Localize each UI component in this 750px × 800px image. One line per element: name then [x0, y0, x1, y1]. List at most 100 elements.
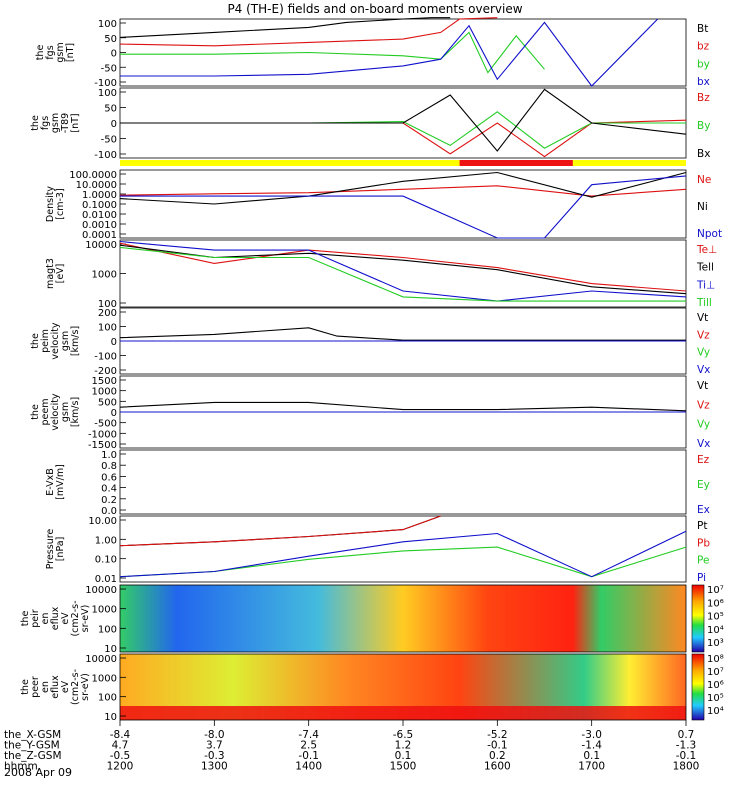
y-axis-label-line: sr-eV)	[80, 673, 91, 701]
legend-entry: Bz	[697, 92, 710, 104]
panel-peir_en_eflux: 10⁷ 10⁶ 10⁵ 10⁴ 10³ 10000 1000 100 10 the peir en ef…	[20, 584, 724, 655]
y-tick-label: 0.8	[101, 461, 117, 472]
status-bar	[120, 160, 686, 166]
legend-entry: Vx	[697, 364, 710, 376]
y-tick-label: 10	[104, 644, 117, 655]
footer-value: -1.4	[581, 740, 602, 752]
legend-entry: Vz	[697, 399, 710, 411]
y-tick-label: 1.00	[95, 535, 117, 546]
y-tick-label: 10	[104, 712, 117, 723]
footer-value: -0.1	[487, 740, 508, 752]
y-axis-label-line: peir	[30, 609, 41, 628]
footer-value: 1600	[484, 761, 511, 773]
y-axis-label-line: magt3	[45, 258, 56, 289]
legend-entry: Tell	[696, 262, 714, 274]
footer-value: -0.5	[110, 750, 131, 762]
series-line	[119, 401, 687, 412]
footer-value: -1.3	[676, 740, 697, 752]
legend-entry: by	[697, 58, 710, 70]
series-line	[119, 327, 686, 341]
footer-value: 2.5	[300, 740, 317, 752]
y-tick-label: -50	[101, 135, 117, 146]
colorbar-tick-label: 10⁶	[707, 680, 724, 691]
y-tick-label: -500	[94, 419, 117, 430]
y-axis-label: the peir en eflux eV (cm2-s-sr-eV)	[20, 600, 91, 636]
y-tick-label: 1000	[92, 605, 117, 616]
footer-value: -5.2	[487, 729, 508, 741]
y-tick-label: 0	[111, 408, 117, 419]
footer-value: -7.4	[298, 729, 319, 741]
series-line	[119, 17, 498, 47]
legend-entry: Till	[696, 297, 712, 309]
y-tick-label: 0.4	[101, 484, 117, 495]
legend-entry: Npot	[697, 228, 722, 240]
legend-entry: Pb	[697, 537, 710, 549]
y-axis-label-line: peem	[40, 399, 51, 426]
legend-entry: Ne	[697, 174, 711, 186]
footer-value: 0.7	[678, 729, 695, 741]
y-axis-label-line: fgs	[40, 116, 51, 130]
footer-value: 1.2	[395, 740, 412, 752]
colorbar-tick-label: 10⁷	[707, 667, 724, 678]
y-tick-label: 50	[104, 34, 117, 45]
y-tick-label: 100	[98, 323, 117, 334]
colorbar-tick-label: 10⁴	[707, 706, 724, 717]
y-tick-label: 1000	[92, 387, 117, 398]
y-tick-label: 0.0100	[82, 210, 117, 221]
y-axis-label-line: (cm2-s-	[70, 669, 81, 705]
footer-value: -0.3	[204, 750, 225, 762]
y-axis-label-line: the	[30, 333, 41, 349]
y-axis-label-line: the	[20, 611, 31, 627]
y-axis-label-line: en	[40, 681, 51, 693]
series-line	[120, 119, 687, 158]
y-axis-label-line: gsm	[55, 42, 66, 62]
y-tick-label: 50	[104, 104, 117, 115]
panel-fgs_gsm_t89: 100 50 0 -50 -100 the fgs gsm -T89 [nT] Bz By Bx	[30, 87, 710, 161]
y-axis-label-line: Pressure	[45, 529, 56, 570]
panel-frame	[119, 515, 687, 583]
panel-peim_velocity: 200 100 0 -100 -200 the peim velocity gsm [km/s] V…	[30, 307, 710, 377]
footer-value: 1300	[201, 761, 228, 773]
y-axis-label-line: eV	[60, 612, 71, 625]
footer-value: 1700	[578, 761, 605, 773]
y-axis-label: the fgs gsm [nT]	[35, 42, 76, 62]
colorbar-tick-label: 10⁸	[707, 654, 724, 665]
panel-fgs_gsm: 100 50 0 -50 -100 the fgs gsm [nT] Bt bz by bx	[35, 17, 710, 89]
legend-entry: Ni	[697, 201, 708, 213]
panel-frame	[119, 449, 687, 515]
footer-row-label: the_X-GSM	[4, 729, 61, 741]
colorbar	[691, 584, 705, 653]
footer-value: 1800	[673, 761, 700, 773]
legend-entry: Bx	[697, 148, 710, 160]
y-axis-label-line: the	[30, 404, 41, 420]
y-axis-label-line: [mV/m]	[55, 464, 66, 500]
y-tick-label: 100	[98, 624, 117, 635]
y-tick-label: 0.1000	[82, 200, 117, 211]
y-tick-label: 100	[98, 299, 117, 310]
colorbar	[691, 653, 705, 721]
legend-entry: bx	[697, 76, 710, 88]
colorbar-tick-label: 10⁵	[707, 693, 724, 704]
y-tick-label: 0	[111, 119, 117, 130]
footer-value: -8.0	[204, 729, 225, 741]
footer-value: -6.5	[393, 729, 414, 741]
legend-entry: Te⊥	[696, 244, 717, 256]
y-axis-label-line: eflux	[50, 675, 61, 699]
y-tick-label: 100.0000	[69, 170, 117, 181]
colorbar-tick-label: 10³	[707, 638, 724, 649]
y-axis-label-line: the	[30, 115, 41, 131]
series-line	[119, 515, 441, 547]
y-axis-label-line: peim	[40, 329, 51, 353]
y-axis-label-line: velocity	[50, 393, 61, 431]
heatmap-field	[120, 585, 686, 652]
y-axis-label-line: -T89	[60, 113, 71, 133]
heatmap-low-energy-band	[120, 706, 686, 720]
footer-date: 2008 Apr 09	[4, 766, 72, 779]
panel-magt3: 10000 1000 100 magt3 [eV] Te⊥ Tell Ti⊥ Till	[45, 239, 717, 310]
footer: the_X-GSM -8.4 -8.0 -7.4 -6.5 -5.2 -3.0 0.7 the_…	[4, 720, 699, 773]
y-tick-label: 10.0000	[76, 180, 117, 191]
footer-value: 3.7	[206, 740, 223, 752]
legend-entry: Bt	[697, 23, 708, 35]
